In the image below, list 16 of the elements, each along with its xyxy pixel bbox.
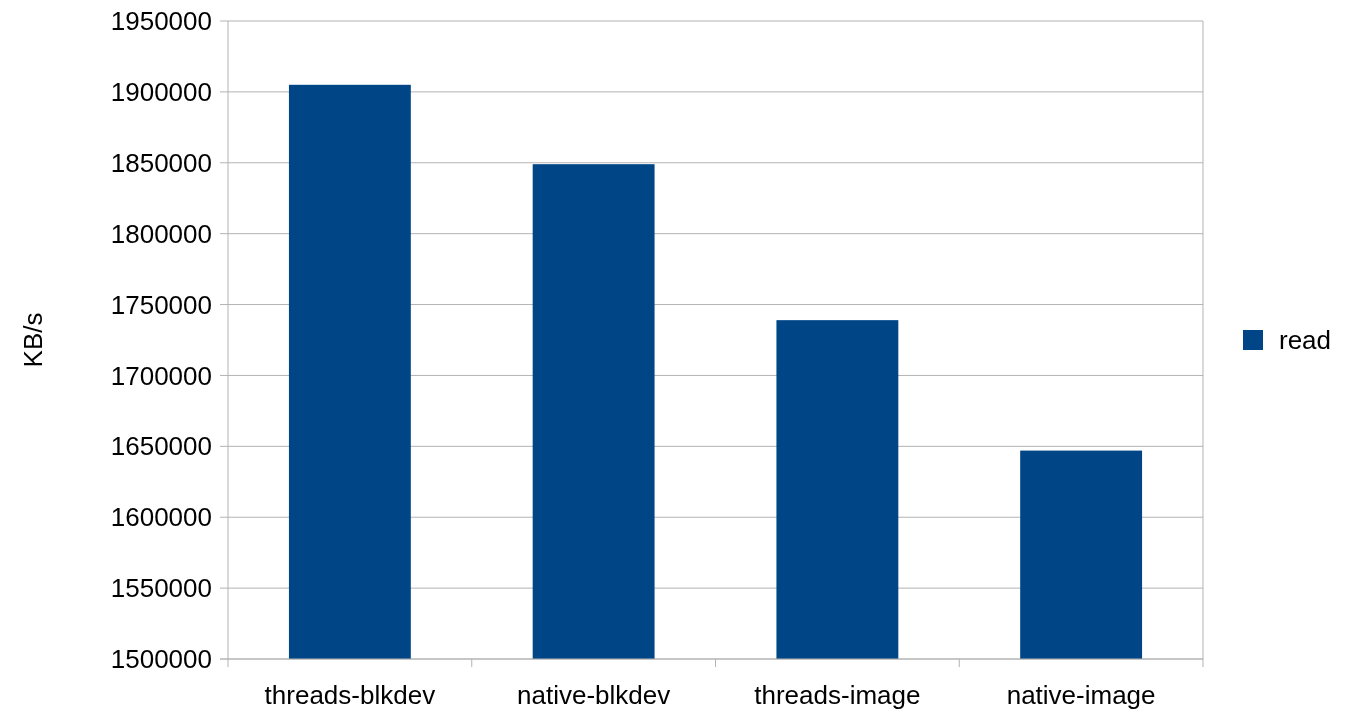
y-tick-label: 1650000	[110, 431, 212, 462]
y-tick-label: 1600000	[110, 502, 212, 533]
y-tick-label: 1700000	[110, 360, 212, 391]
x-tick-label: native-blkdev	[517, 680, 671, 710]
y-tick-label: 1850000	[110, 147, 212, 178]
y-tick-label: 1900000	[110, 76, 212, 107]
y-axis-title: KB/s	[18, 312, 48, 368]
x-tick-label: threads-blkdev	[264, 680, 436, 710]
y-tick-label: 1750000	[110, 289, 212, 320]
y-tick-label: 1800000	[110, 218, 212, 249]
y-tick-label: 1500000	[110, 644, 212, 675]
y-tick-label: 1950000	[110, 6, 212, 37]
x-tick-label: native-image	[1006, 680, 1156, 710]
x-tick-label: threads-image	[754, 680, 921, 710]
legend-label: read	[1279, 325, 1332, 356]
y-tick-label: 1550000	[110, 573, 212, 604]
